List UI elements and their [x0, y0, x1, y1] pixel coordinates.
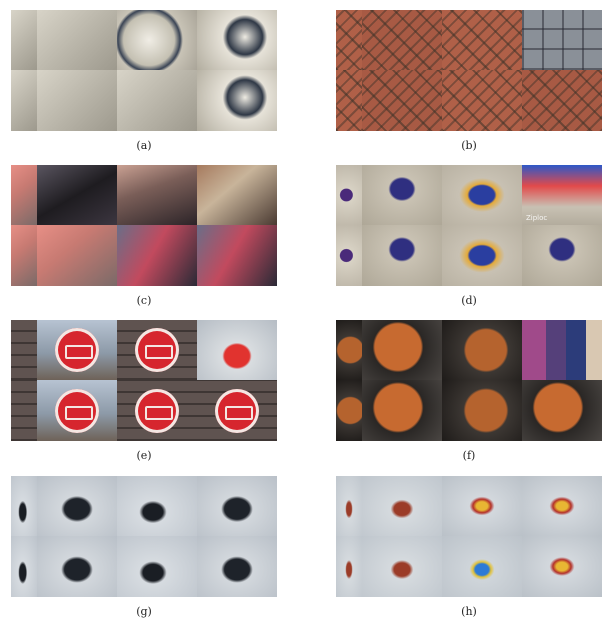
photo-tile	[11, 320, 37, 380]
photo-tile	[442, 10, 522, 70]
photo-tile	[336, 70, 362, 131]
photo-tile	[336, 380, 362, 441]
photo-tile	[197, 320, 277, 380]
image-grid-e	[11, 320, 277, 441]
image-grid-c	[11, 165, 277, 286]
image-grid-g	[11, 476, 277, 597]
photo-tile	[362, 225, 442, 286]
photo-tile	[197, 165, 277, 225]
photo-tile	[37, 320, 117, 380]
photo-tile	[442, 536, 522, 597]
photo-tile	[197, 536, 277, 597]
photo-tile	[442, 225, 522, 286]
photo-tile	[11, 165, 37, 225]
panel-c: (c)	[11, 165, 277, 307]
photo-tile	[522, 320, 602, 380]
panel-caption: (h)	[461, 605, 477, 618]
photo-tile	[336, 320, 362, 380]
photo-tile	[362, 70, 442, 131]
panel-g: (g)	[11, 476, 277, 618]
photo-tile	[522, 536, 602, 597]
photo-tile	[362, 165, 442, 225]
sign-icon	[215, 388, 259, 433]
photo-tile	[37, 380, 117, 441]
photo-tile	[197, 225, 277, 286]
photo-tile	[442, 476, 522, 536]
panel-caption: (b)	[461, 139, 477, 152]
photo-tile	[117, 10, 197, 70]
photo-tile	[117, 320, 197, 380]
photo-tile	[362, 476, 442, 536]
photo-tile	[11, 225, 37, 286]
photo-tile	[442, 165, 522, 225]
photo-tile	[11, 476, 37, 536]
sign-icon	[135, 388, 179, 433]
tile-label: Ziploc	[526, 214, 548, 222]
photo-tile	[11, 10, 37, 70]
photo-tile	[197, 380, 277, 441]
photo-tile	[336, 536, 362, 597]
photo-tile	[37, 536, 117, 597]
image-grid-f	[336, 320, 602, 441]
panel-caption: (e)	[136, 449, 152, 462]
panel-caption: (d)	[461, 294, 477, 307]
photo-tile	[117, 380, 197, 441]
panel-e: (e)	[11, 320, 277, 462]
photo-tile	[197, 10, 277, 70]
photo-tile	[117, 476, 197, 536]
image-grid-d: Ziploc	[336, 165, 602, 286]
panel-a: (a)	[11, 10, 277, 152]
photo-tile	[442, 70, 522, 131]
photo-tile	[442, 320, 522, 380]
panel-f: (f)	[336, 320, 602, 462]
photo-tile	[37, 476, 117, 536]
panel-caption: (f)	[462, 449, 476, 462]
photo-tile	[117, 70, 197, 131]
photo-tile	[336, 225, 362, 286]
photo-tile	[522, 70, 602, 131]
photo-tile	[11, 380, 37, 441]
image-grid-b	[336, 10, 602, 131]
panel-h: (h)	[336, 476, 602, 618]
photo-tile	[117, 225, 197, 286]
sign-icon	[55, 388, 99, 433]
photo-tile	[117, 165, 197, 225]
photo-tile	[37, 225, 117, 286]
photo-tile: Ziploc	[522, 165, 602, 225]
photo-tile	[362, 380, 442, 441]
photo-tile	[197, 70, 277, 131]
photo-tile	[117, 536, 197, 597]
image-grid-a	[11, 10, 277, 131]
photo-tile	[362, 10, 442, 70]
panel-d: Ziploc (d)	[336, 165, 602, 307]
photo-tile	[336, 165, 362, 225]
photo-tile	[11, 536, 37, 597]
sign-icon	[55, 328, 99, 372]
photo-tile	[197, 476, 277, 536]
panel-b: (b)	[336, 10, 602, 152]
panel-caption: (g)	[136, 605, 152, 618]
photo-tile	[362, 320, 442, 380]
image-grid-h	[336, 476, 602, 597]
sign-icon	[135, 328, 179, 372]
photo-tile	[522, 476, 602, 536]
photo-tile	[522, 225, 602, 286]
photo-tile	[522, 10, 602, 70]
photo-tile	[442, 380, 522, 441]
panel-caption: (a)	[136, 139, 152, 152]
photo-tile	[37, 70, 117, 131]
photo-tile	[11, 70, 37, 131]
photo-tile	[37, 165, 117, 225]
photo-tile	[522, 380, 602, 441]
photo-tile	[336, 10, 362, 70]
photo-tile	[336, 476, 362, 536]
panel-caption: (c)	[136, 294, 152, 307]
photo-tile	[362, 536, 442, 597]
photo-tile	[37, 10, 117, 70]
